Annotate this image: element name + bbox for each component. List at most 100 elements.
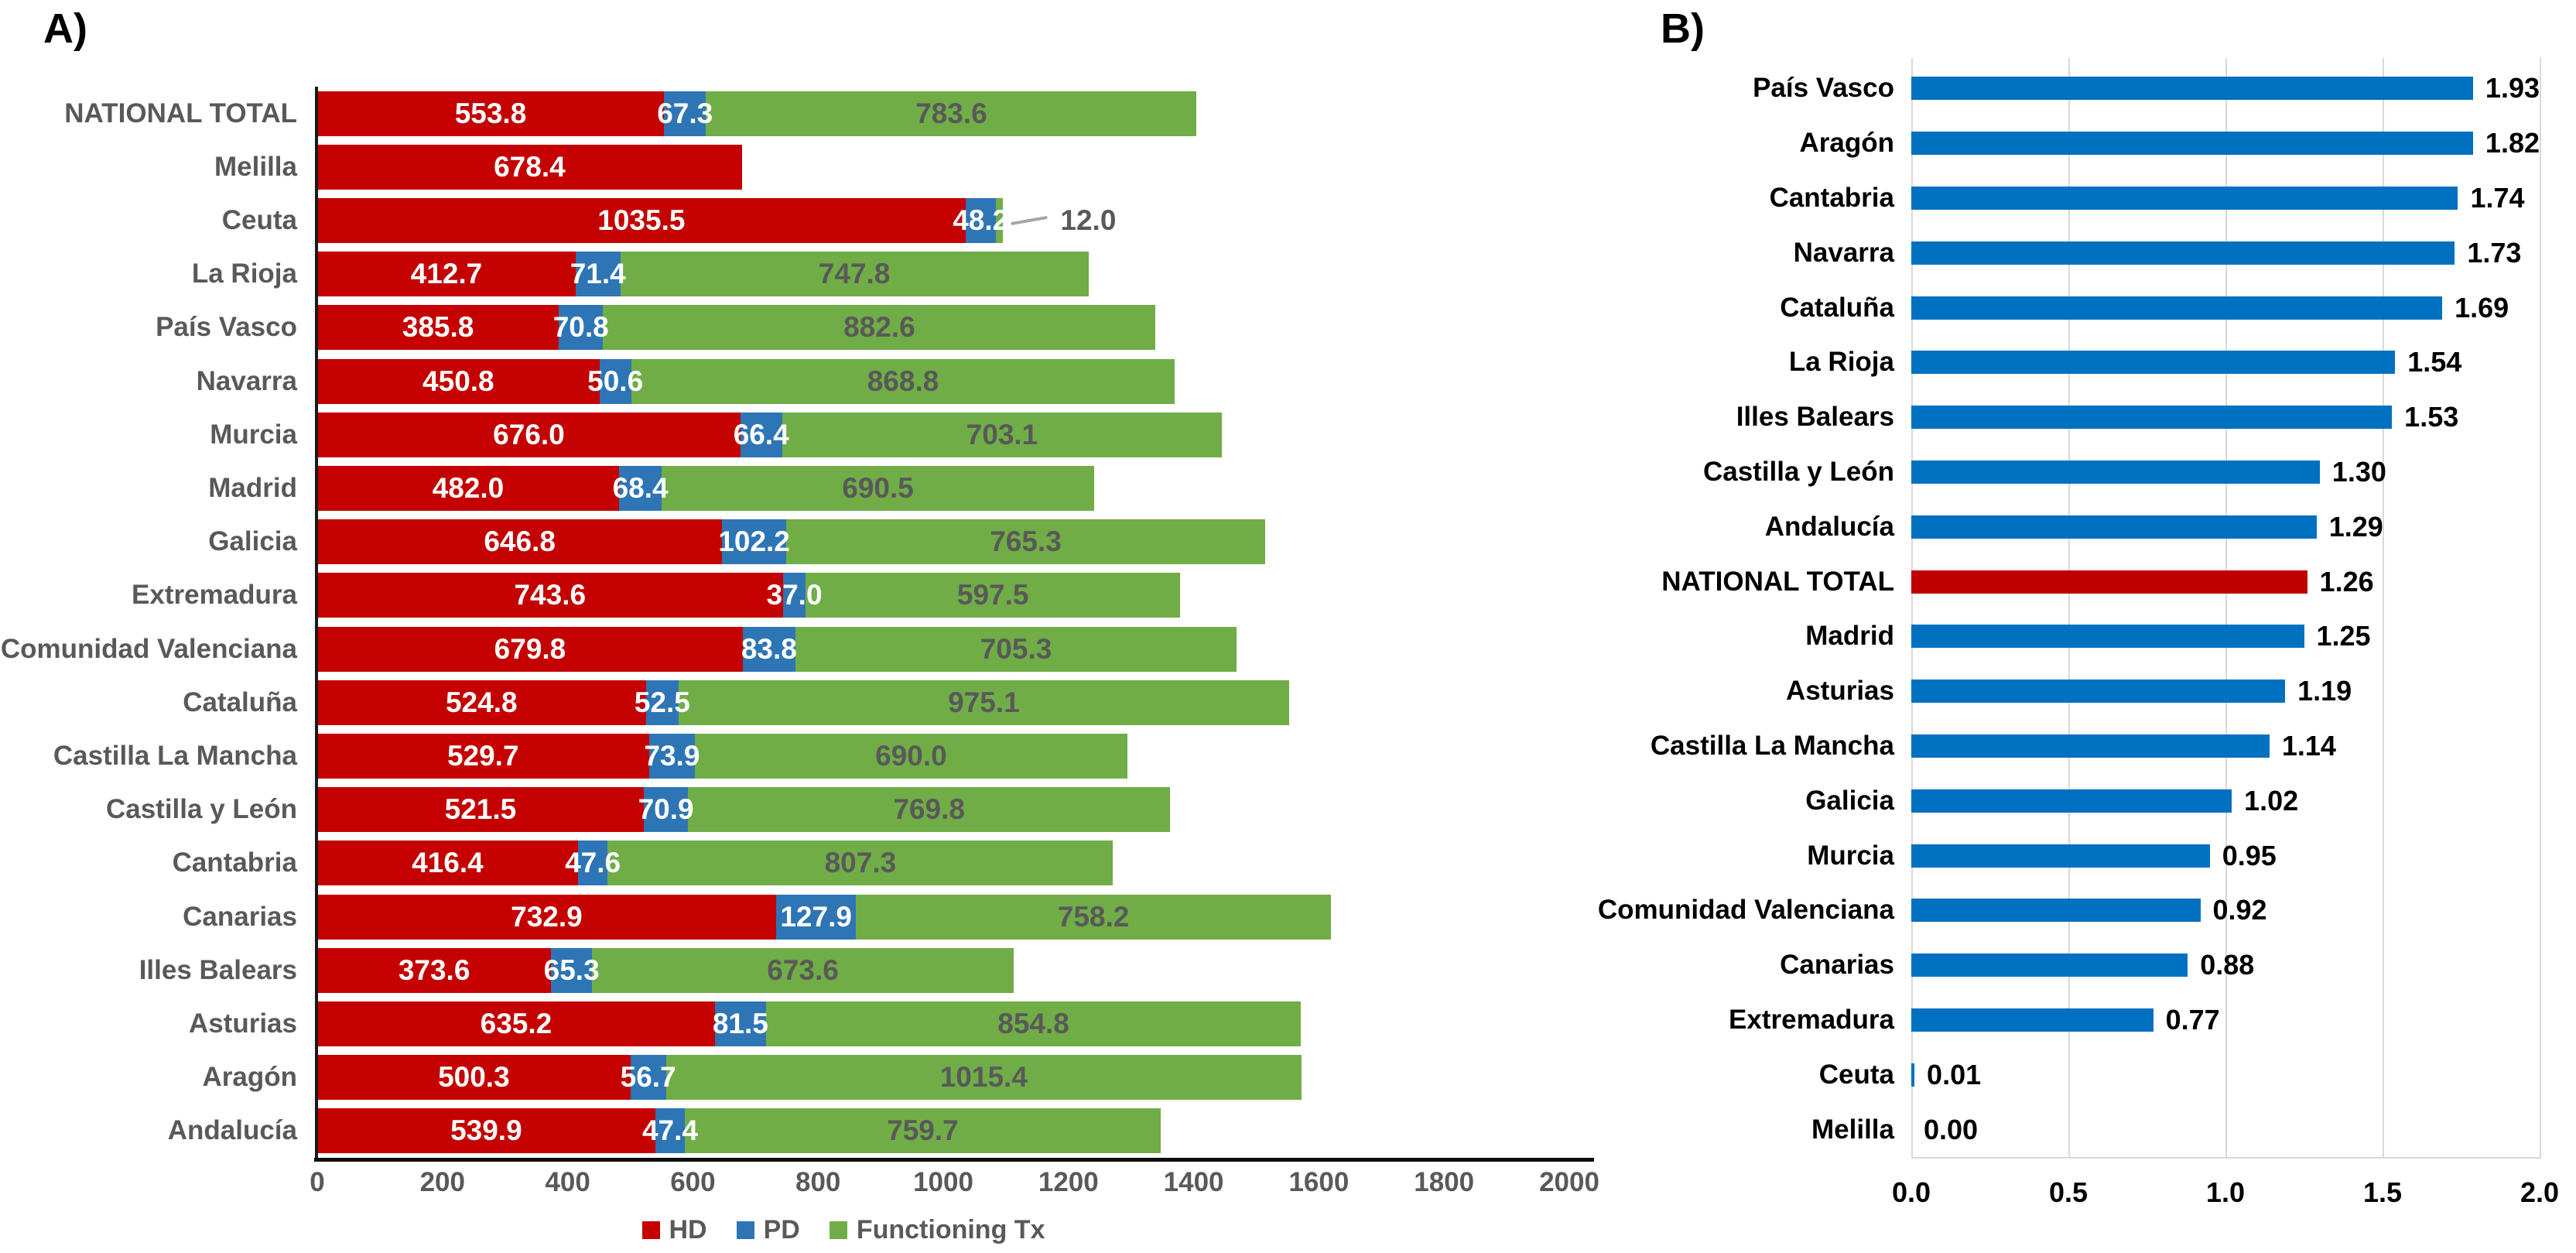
pd-bar-segment[interactable]: 73.9 (644, 734, 700, 779)
hd-bar-segment[interactable]: 500.3 (317, 1055, 631, 1101)
category-label-text: Ceuta (1818, 1059, 1894, 1090)
value-bar[interactable] (1911, 1063, 1915, 1087)
hd-bar-segment[interactable]: 416.4 (317, 840, 578, 886)
segment-value-label: 747.8 (818, 258, 891, 290)
hd-bar-segment[interactable]: 524.8 (317, 680, 646, 725)
tx-bar-segment[interactable]: 783.6 (706, 91, 1197, 136)
value-bar[interactable] (1911, 460, 2320, 484)
tx-bar-segment[interactable]: 807.3 (607, 840, 1114, 886)
legend-label: Functioning Tx (856, 1215, 1045, 1244)
hd-bar-segment[interactable]: 679.8 (317, 626, 743, 672)
hd-bar-segment[interactable]: 482.0 (317, 466, 619, 512)
pd-bar-segment[interactable]: 81.5 (713, 1001, 768, 1047)
tx-value-label: 12.0 (1060, 204, 1117, 236)
bar-track: 373.6 65.3 673.6 (317, 947, 1569, 993)
chart-b-row: NATIONAL TOTAL 1.26 (1661, 554, 2576, 609)
hd-bar-segment[interactable]: 412.7 (317, 252, 576, 297)
value-bar[interactable] (1911, 351, 2396, 375)
category-label-text: Murcia (1807, 840, 1894, 871)
pd-bar-segment[interactable]: 47.4 (642, 1108, 698, 1154)
pd-bar-segment[interactable]: 47.6 (565, 840, 621, 886)
hd-bar-segment[interactable]: 385.8 (317, 305, 559, 351)
value-bar[interactable] (1911, 406, 2393, 430)
tx-bar-segment[interactable]: 758.2 (856, 894, 1331, 940)
pd-bar-segment[interactable]: 48.2 (953, 198, 1008, 243)
tx-bar-segment[interactable]: 975.1 (679, 680, 1289, 725)
national-total-bar[interactable] (1911, 570, 2307, 594)
hd-bar-segment[interactable]: 521.5 (317, 787, 644, 833)
pd-bar-segment[interactable]: 70.9 (638, 787, 694, 833)
value-bar[interactable] (1911, 77, 2473, 101)
chart-b-row: Ceuta 0.01 (1664, 1047, 2576, 1102)
legend-swatch-hd (641, 1221, 660, 1239)
hd-bar-segment[interactable]: 678.4 (317, 144, 742, 190)
segment-value-label: 690.0 (875, 740, 947, 772)
tx-bar-segment[interactable]: 868.8 (631, 358, 1175, 404)
bar-track: 529.7 73.9 690.0 (317, 734, 1569, 779)
tx-bar-segment[interactable]: 769.8 (688, 787, 1170, 833)
pd-bar-segment[interactable]: 52.5 (635, 680, 690, 725)
pd-bar-segment[interactable]: 56.7 (621, 1055, 676, 1101)
tx-bar-segment[interactable]: 703.1 (782, 412, 1223, 457)
tx-bar-segment[interactable]: 854.8 (765, 1001, 1302, 1047)
tx-bar-segment[interactable]: 597.5 (806, 573, 1180, 618)
hd-bar-segment[interactable]: 646.8 (317, 519, 723, 565)
segment-value-label: 703.1 (966, 418, 1038, 450)
hd-bar-segment[interactable]: 676.0 (317, 412, 741, 457)
pd-bar-segment[interactable]: 65.3 (544, 947, 600, 993)
pd-bar-segment[interactable]: 37.0 (767, 573, 823, 618)
pd-bar-segment[interactable]: 83.8 (741, 626, 797, 672)
segment-value-label: 47.6 (565, 847, 621, 879)
pd-bar-segment[interactable]: 50.6 (587, 358, 643, 404)
tx-bar-segment[interactable]: 882.6 (603, 305, 1156, 351)
tx-bar-segment[interactable]: 690.0 (695, 734, 1127, 779)
value-bar[interactable] (1911, 734, 2270, 758)
value-label: 1.93 (2485, 72, 2540, 104)
tx-bar-segment[interactable]: 747.8 (620, 252, 1089, 297)
bar-track: 553.8 67.3 783.6 (317, 91, 1569, 136)
value-label: 0.92 (2212, 894, 2267, 926)
tx-bar-segment[interactable]: 759.7 (685, 1108, 1161, 1154)
value-bar[interactable] (1911, 899, 2201, 923)
tx-bar-segment[interactable]: 690.5 (662, 466, 1094, 512)
hd-bar-segment[interactable]: 539.9 (317, 1108, 655, 1154)
pd-bar-segment[interactable]: 67.3 (657, 91, 713, 136)
hd-bar-segment[interactable]: 743.6 (317, 573, 783, 618)
pd-bar-segment[interactable]: 68.4 (613, 466, 669, 512)
segment-value-label: 769.8 (893, 793, 965, 826)
value-bar[interactable] (1911, 844, 2210, 868)
tx-bar-segment[interactable]: 705.3 (795, 626, 1237, 672)
hd-bar-segment[interactable]: 529.7 (317, 734, 649, 779)
pd-bar-segment[interactable]: 70.8 (553, 305, 609, 351)
value-bar[interactable] (1911, 186, 2458, 210)
pd-bar-segment[interactable]: 127.9 (775, 894, 857, 940)
value-bar[interactable] (1911, 132, 2473, 156)
pd-bar-segment[interactable]: 102.2 (718, 519, 790, 565)
segment-value-label: 676.0 (493, 418, 565, 450)
hd-bar-segment[interactable]: 732.9 (317, 894, 776, 940)
chart-a-category-label: Castilla y León (0, 794, 317, 825)
hd-bar-segment[interactable]: 1035.5 (317, 198, 966, 243)
value-bar[interactable] (1911, 625, 2304, 649)
tx-bar-segment[interactable]: 12.0 (995, 198, 1116, 243)
value-bar[interactable] (1911, 680, 2286, 704)
tx-bar-segment[interactable]: 765.3 (785, 519, 1266, 565)
value-bar[interactable] (1911, 515, 2317, 539)
pd-bar-segment[interactable]: 66.4 (734, 412, 789, 457)
value-bar[interactable] (1911, 1008, 2154, 1032)
value-bar[interactable] (1911, 241, 2455, 265)
category-label-text: Andalucía (167, 1115, 297, 1146)
hd-bar-segment[interactable]: 635.2 (317, 1001, 715, 1047)
tx-bar-segment[interactable]: 673.6 (592, 947, 1014, 993)
hd-bar-segment[interactable]: 450.8 (317, 358, 600, 404)
hd-bar-segment[interactable]: 553.8 (317, 91, 665, 136)
chart-a-category-label: Comunidad Valenciana (0, 634, 317, 665)
bar-track: 524.8 52.5 975.1 (317, 680, 1569, 725)
tx-bar-segment[interactable]: 1015.4 (665, 1055, 1302, 1101)
value-bar[interactable] (1911, 296, 2443, 320)
value-bar[interactable] (1911, 953, 2188, 977)
value-bar[interactable] (1911, 789, 2232, 813)
pd-bar-segment[interactable]: 71.4 (570, 252, 626, 297)
hd-bar-segment[interactable]: 373.6 (317, 947, 552, 993)
